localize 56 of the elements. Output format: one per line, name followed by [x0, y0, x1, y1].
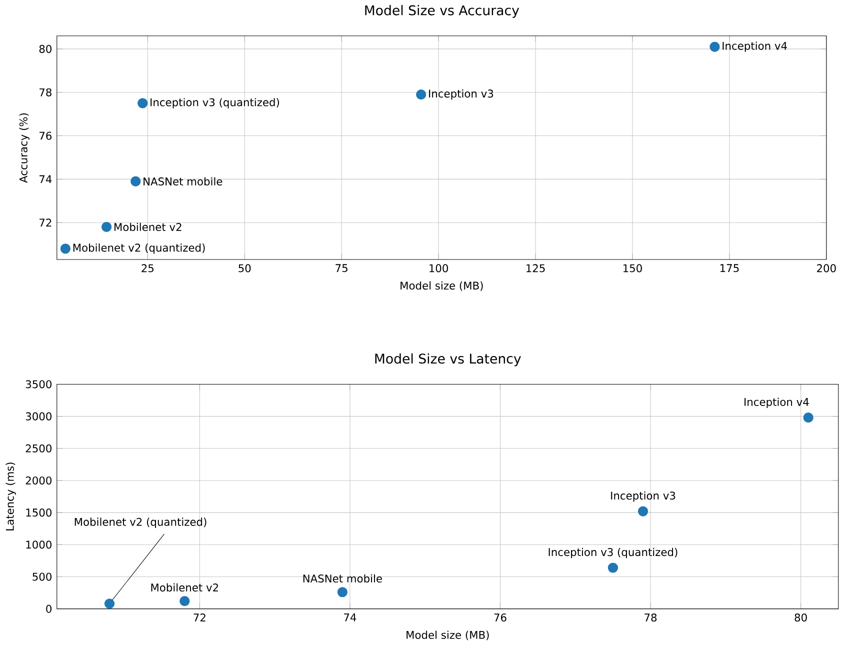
annotation: Mobilenet v2 (quantized)	[73, 244, 205, 254]
point	[130, 176, 141, 187]
x-axis-title: Model size (MB)	[406, 630, 489, 640]
point	[803, 412, 814, 423]
annotation: Inception v3	[611, 492, 676, 502]
x-tick-label: 100	[430, 264, 448, 272]
y-tick-label: 500	[32, 572, 52, 581]
annotation: NASNet mobile	[144, 177, 222, 186]
y-tick-label: 3000	[26, 412, 52, 420]
y-tick-label: 76	[40, 132, 52, 140]
x-tick-label: 175	[720, 264, 739, 272]
x-tick-label: 72	[194, 614, 206, 622]
chart-title: Model Size vs Accuracy	[365, 5, 520, 18]
point	[608, 562, 618, 573]
y-axis-title: Accuracy (%)	[19, 114, 30, 183]
y-tick-label: 1000	[26, 540, 52, 549]
point	[416, 90, 426, 100]
x-tick-label: 150	[623, 264, 642, 272]
annotation: NASNet mobile	[303, 574, 382, 583]
point	[710, 42, 720, 52]
x-tick-label: 200	[817, 264, 836, 272]
x-tick-label: 125	[526, 264, 545, 272]
point	[138, 98, 148, 108]
y-axis-title: Latency (ms)	[6, 462, 16, 530]
annotation: Mobilenet v2	[151, 583, 218, 592]
annotation: Inception v3 (quantized)	[548, 548, 678, 558]
y-tick-label: 3500	[26, 380, 52, 388]
y-tick-label: 0	[46, 604, 52, 613]
annotation: Inception v3 (quantized)	[150, 98, 280, 108]
point	[104, 598, 115, 609]
point	[638, 506, 648, 516]
point	[60, 244, 70, 254]
annotation: Mobilenet v2	[114, 222, 182, 232]
x-tick-label: 80	[794, 614, 807, 622]
y-tick-label: 2000	[26, 476, 52, 485]
x-tick-label: 76	[494, 614, 506, 622]
y-tick-label: 2500	[26, 444, 52, 453]
point	[180, 596, 190, 606]
y-tick-label: 80	[39, 45, 52, 54]
y-tick-label: 78	[40, 88, 52, 97]
x-tick-label: 25	[142, 264, 154, 272]
chart-title: Model Size vs Latency	[375, 353, 521, 366]
y-tick-label: 74	[40, 175, 52, 184]
point	[337, 587, 348, 598]
x-axis-title: Model size (MB)	[400, 282, 483, 292]
annotation: Inception v4	[722, 42, 787, 52]
y-tick-label: 1500	[26, 508, 52, 517]
annotation: Mobilenet v2 (quantized)	[74, 518, 206, 528]
x-tick-label: 74	[344, 614, 356, 622]
annotation: Inception v4	[744, 398, 809, 408]
x-tick-label: 78	[644, 614, 657, 622]
x-tick-label: 50	[238, 264, 251, 272]
point	[101, 222, 112, 232]
annotation: Inception v3	[429, 90, 494, 100]
x-tick-label: 75	[336, 264, 348, 272]
y-tick-label: 72	[40, 218, 52, 227]
